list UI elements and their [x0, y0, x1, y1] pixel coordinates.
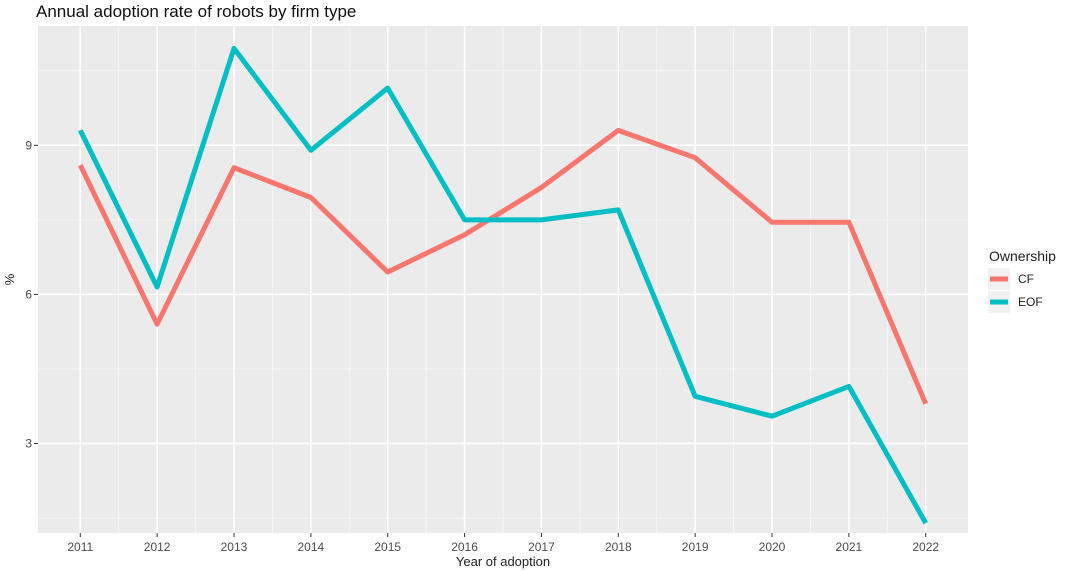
chart-title: Annual adoption rate of robots by firm t…: [36, 2, 357, 21]
x-axis-tick-labels: 2011 2012 2013 2014 2015 2016 2017 2018 2019 2020…: [67, 540, 939, 554]
x-tick-label: 2011: [67, 540, 93, 554]
y-tick-label: 6: [25, 287, 32, 301]
x-tick-label: 2018: [605, 540, 632, 554]
axis-ticks: [34, 144, 927, 537]
y-tick-label: 9: [25, 138, 32, 152]
y-tick-label: 3: [25, 437, 32, 451]
y-axis-tick-labels: 3 6 9: [25, 138, 32, 450]
series-line-cf: [78, 127, 929, 405]
x-tick-label: 2021: [836, 540, 863, 554]
x-tick-label: 2014: [297, 540, 324, 554]
x-tick-label: 2020: [759, 540, 786, 554]
x-tick-label: 2019: [682, 540, 709, 554]
x-tick-label: 2015: [374, 540, 401, 554]
x-tick-label: 2016: [451, 540, 478, 554]
x-axis-title: Year of adoption: [456, 554, 550, 569]
x-tick-label: 2017: [528, 540, 555, 554]
legend-label-eof: EOF: [1018, 295, 1043, 309]
series-line-eof: [78, 45, 928, 525]
y-axis-title: %: [2, 273, 17, 285]
legend-label-cf: CF: [1018, 272, 1034, 286]
x-tick-label: 2013: [221, 540, 248, 554]
x-tick-label: 2022: [912, 540, 939, 554]
legend-title: Ownership: [989, 248, 1056, 264]
legend: Ownership CF EOF: [988, 248, 1056, 313]
x-tick-label: 2012: [144, 540, 171, 554]
series-lines: [78, 45, 929, 525]
minor-gridlines: [38, 26, 968, 533]
major-gridlines: [38, 26, 968, 533]
